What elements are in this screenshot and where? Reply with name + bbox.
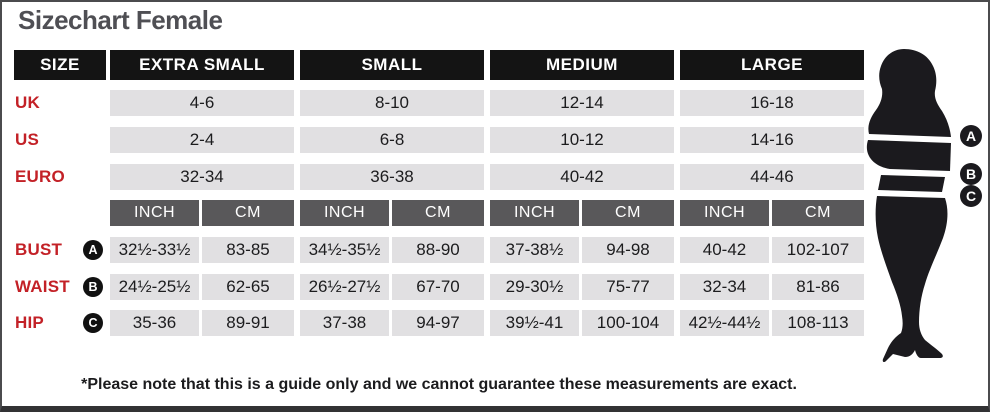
data-cell: 32-34 [680,274,769,300]
size-header-row: SIZE EXTRA SMALL SMALL MEDIUM LARGE [14,50,864,80]
data-cell: 37-38½ [490,237,579,263]
silhouette-head [868,49,951,137]
table-row-uk: UK 4-6 8-10 12-14 16-18 [14,90,864,116]
unit-header-cm: CM [772,200,864,226]
data-cell: 62-65 [202,274,294,300]
column-header-medium: MEDIUM [490,50,674,80]
unit-header-spacer [14,200,106,226]
data-cell: 100-104 [582,310,674,336]
data-cell: 6-8 [300,127,484,153]
figure-marker-a-label: A [966,128,976,144]
corner-header-size: SIZE [14,50,106,80]
data-cell: 32-34 [110,164,294,190]
table-row-hip: HIP C 35-36 89-91 37-38 94-97 39½-41 100… [14,310,864,336]
data-cell: 2-4 [110,127,294,153]
figure-marker-b-circle [960,163,982,185]
unit-header-inch: INCH [490,200,579,226]
data-cell: 34½-35½ [300,237,389,263]
table-row-waist: WAIST B 24½-25½ 62-65 26½-27½ 67-70 29-3… [14,274,864,300]
marker-b-badge: B [83,277,103,297]
figure-marker-a-circle [960,125,982,147]
data-cell: 12-14 [490,90,674,116]
unit-header-inch: INCH [680,200,769,226]
data-cell: 42½-44½ [680,310,769,336]
data-cell: 40-42 [490,164,674,190]
unit-header-cm: CM [202,200,294,226]
data-cell: 32½-33½ [110,237,199,263]
table-row-us: US 2-4 6-8 10-12 14-16 [14,127,864,153]
data-cell: 83-85 [202,237,294,263]
silhouette-legs [875,196,948,363]
data-cell: 89-91 [202,310,294,336]
row-label-euro: EURO [15,167,65,186]
data-cell: 44-46 [680,164,864,190]
data-cell: 81-86 [772,274,864,300]
marker-c-badge: C [83,313,103,333]
data-cell: 67-70 [392,274,484,300]
data-cell: 8-10 [300,90,484,116]
data-cell: 29-30½ [490,274,579,300]
unit-header-cm: CM [392,200,484,226]
row-label-us: US [15,130,40,149]
row-label-hip: HIP C [14,310,106,336]
data-cell: 40-42 [680,237,769,263]
marker-a-badge: A [83,240,103,260]
column-header-small: SMALL [300,50,484,80]
data-cell: 88-90 [392,237,484,263]
figure-marker-c-circle [960,185,982,207]
data-cell: 102-107 [772,237,864,263]
column-header-extra-small: EXTRA SMALL [110,50,294,80]
data-cell: 75-77 [582,274,674,300]
data-cell: 39½-41 [490,310,579,336]
column-header-large: LARGE [680,50,864,80]
unit-header-row: INCH CM INCH CM INCH CM INCH CM [14,200,864,226]
data-cell: 10-12 [490,127,674,153]
silhouette-bust [866,140,951,171]
unit-header-inch: INCH [300,200,389,226]
footnote: *Please note that this is a guide only a… [81,376,797,393]
data-cell: 35-36 [110,310,199,336]
data-cell: 14-16 [680,127,864,153]
data-cell: 16-18 [680,90,864,116]
data-cell: 37-38 [300,310,389,336]
data-cell: 94-97 [392,310,484,336]
unit-header-cm: CM [582,200,674,226]
silhouette-waist [878,175,945,192]
row-label-waist: WAIST B [14,274,106,300]
unit-header-inch: INCH [110,200,199,226]
row-label-uk: UK [15,93,40,112]
figure-marker-b-label: B [966,166,976,182]
figure-marker-c-label: C [966,188,976,204]
female-silhouette-icon: A B C [866,49,982,363]
table-row-euro: EURO 32-34 36-38 40-42 44-46 [14,164,864,190]
page-title: Sizechart Female [18,5,223,35]
data-cell: 108-113 [772,310,864,336]
data-cell: 36-38 [300,164,484,190]
data-cell: 4-6 [110,90,294,116]
data-cell: 24½-25½ [110,274,199,300]
row-label-bust: BUST A [14,237,106,263]
table-row-bust: BUST A 32½-33½ 83-85 34½-35½ 88-90 37-38… [14,237,864,263]
data-cell: 26½-27½ [300,274,389,300]
data-cell: 94-98 [582,237,674,263]
